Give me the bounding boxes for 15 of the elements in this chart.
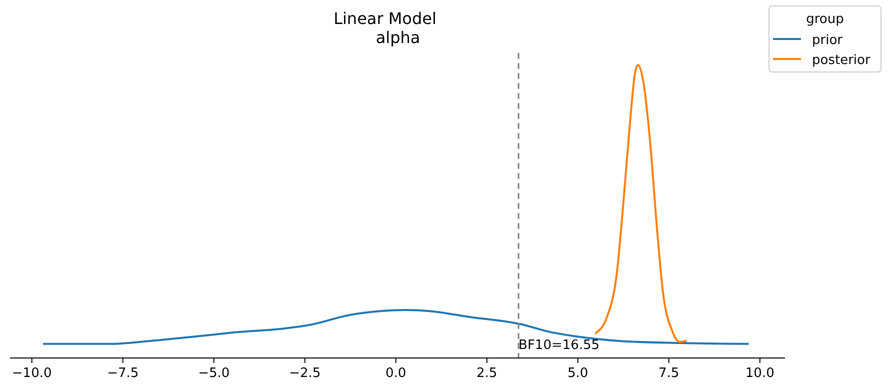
x-tick-label: 7.5 [658, 366, 680, 381]
x-tick-label: 10.0 [745, 366, 774, 381]
x-tick-label: 5.0 [568, 366, 588, 381]
x-tick-label: 2.5 [476, 366, 498, 381]
legend-label: posterior [812, 53, 871, 68]
x-tick-label: 0.0 [386, 366, 406, 381]
chart-subtitle: alpha [376, 28, 420, 47]
legend-title: group [806, 12, 844, 27]
annotation: BF10=16.55 [518, 338, 600, 354]
legend-label: prior [812, 33, 844, 48]
x-tick-label: −2.5 [289, 366, 321, 381]
x-tick-label: −5.0 [198, 366, 230, 381]
chart-title: Linear Model [334, 9, 436, 28]
x-tick-label: −7.5 [107, 366, 139, 381]
x-tick-label: −10.0 [12, 366, 52, 381]
